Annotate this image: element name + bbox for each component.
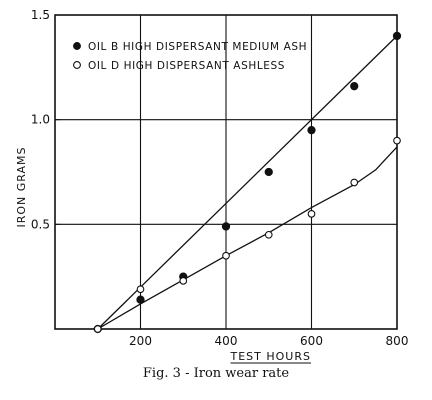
oil-d-point <box>393 136 401 145</box>
oil-d-point <box>136 285 145 294</box>
y-axis-label: IRON GRAMS <box>15 147 28 228</box>
legend-marker-oil-b <box>73 42 81 50</box>
oil-d-point <box>222 251 230 260</box>
axis-ticks: 200 400 600 800 0.5 1.0 1.5 <box>31 8 409 348</box>
oil-b-point <box>136 295 145 304</box>
oil-b-point <box>392 31 402 41</box>
x-tick-label-600: 600 <box>300 334 323 348</box>
oil-d-point <box>307 210 316 218</box>
y-tick-label-1: 1.0 <box>31 113 50 127</box>
oil-b-point <box>221 222 231 231</box>
oil-b-point <box>264 167 273 177</box>
oil-d-point <box>350 178 359 187</box>
y-tick-label-1-5: 1.5 <box>31 8 50 22</box>
y-tick-label-0-5: 0.5 <box>31 217 50 231</box>
grid-layer <box>55 15 397 329</box>
oil-d-point <box>93 325 102 333</box>
x-tick-label-800: 800 <box>386 334 409 348</box>
legend-marker-oil-d <box>73 61 81 69</box>
series-line-oil-b <box>97 35 398 330</box>
legend-label-oil-b: OIL B HIGH DISPERSANT MEDIUM ASH <box>88 41 307 53</box>
legend: OIL B HIGH DISPERSANT MEDIUM ASH OIL D HI… <box>73 41 307 72</box>
x-axis-label: TEST HOURS <box>230 350 311 363</box>
x-tick-label-200: 200 <box>129 334 152 348</box>
oil-b-point <box>350 82 359 91</box>
series-points <box>93 31 402 334</box>
oil-b-point <box>307 125 316 135</box>
oil-d-point <box>264 230 273 239</box>
figure-caption: Fig. 3 - Iron wear rate <box>142 366 290 381</box>
oil-d-point <box>179 277 188 285</box>
legend-label-oil-d: OIL D HIGH DISPERSANT ASHLESS <box>88 60 285 72</box>
x-tick-label-400: 400 <box>215 334 238 348</box>
